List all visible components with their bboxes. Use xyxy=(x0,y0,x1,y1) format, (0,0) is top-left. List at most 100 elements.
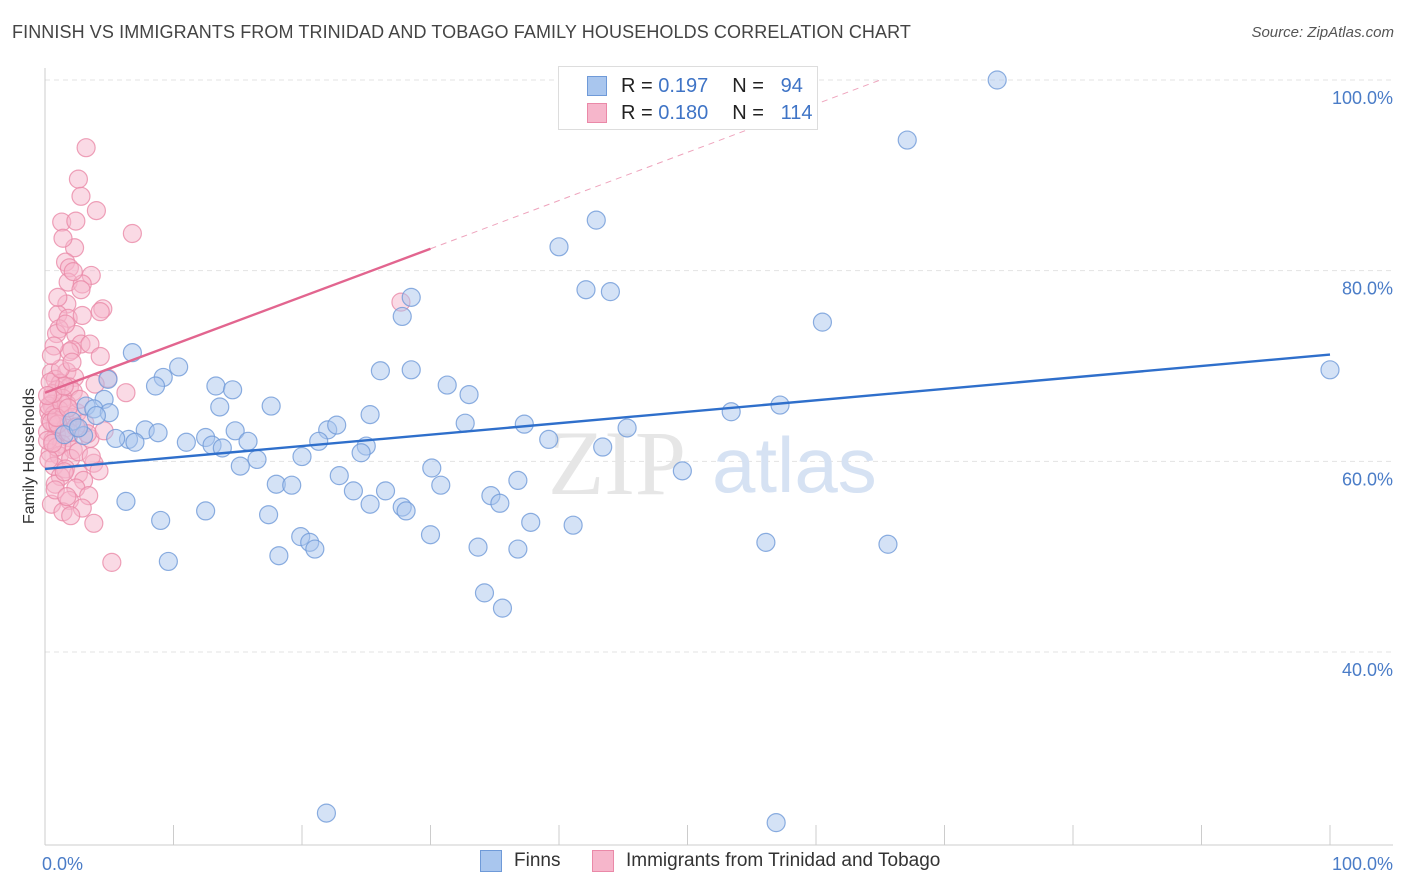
legend-r-label: R = xyxy=(621,74,653,97)
point-finns xyxy=(987,70,1007,90)
point-trinidad xyxy=(80,334,100,354)
point-finns xyxy=(292,446,312,467)
stats-legend: R = 0.197 N = 94 R = 0.180 N = 114 xyxy=(558,66,818,130)
point-finns xyxy=(600,282,621,302)
point-finns xyxy=(672,461,692,481)
point-finns xyxy=(508,470,528,490)
series-finns-points xyxy=(54,70,1340,833)
point-finns xyxy=(68,418,89,438)
watermark: ZIP atlas xyxy=(548,412,877,514)
point-finns xyxy=(327,415,347,435)
point-finns xyxy=(316,803,337,823)
y-tick-label: 60.0% xyxy=(1342,469,1393,489)
point-finns xyxy=(360,494,380,514)
legend-r-value: 0.197 xyxy=(658,74,709,97)
point-finns xyxy=(309,431,329,451)
point-finns xyxy=(401,360,421,380)
point-trinidad xyxy=(63,262,83,282)
watermark-zip: ZIP xyxy=(548,412,686,514)
point-trinidad xyxy=(39,449,59,470)
chart-title: FINNISH VS IMMIGRANTS FROM TRINIDAD AND … xyxy=(12,22,911,42)
point-finns xyxy=(474,583,495,603)
point-trinidad xyxy=(48,287,68,307)
point-finns xyxy=(116,491,136,511)
point-finns xyxy=(158,551,178,572)
point-trinidad xyxy=(122,223,142,244)
legend-item-trinidad[interactable]: Immigrants from Trinidad and Tobago xyxy=(592,850,940,872)
legend-swatch-blue xyxy=(587,76,607,96)
point-finns xyxy=(420,525,441,545)
legend-n-value: 114 xyxy=(780,101,813,124)
legend-row-finns: R = 0.197 N = 94 xyxy=(587,73,803,99)
watermark-atlas: atlas xyxy=(712,421,877,509)
point-trinidad xyxy=(41,345,62,366)
point-trinidad xyxy=(61,506,81,526)
trend-lines xyxy=(44,79,1331,471)
point-finns xyxy=(576,280,596,300)
point-finns xyxy=(878,534,898,554)
point-trinidad xyxy=(116,383,136,403)
point-finns xyxy=(282,475,302,495)
point-finns xyxy=(360,405,380,425)
point-finns xyxy=(392,306,412,327)
point-trinidad xyxy=(86,201,107,221)
point-finns xyxy=(586,210,606,230)
legend-r-label: R = xyxy=(621,101,653,124)
point-finns xyxy=(238,431,258,451)
point-finns xyxy=(261,396,281,416)
point-finns xyxy=(206,376,226,396)
point-finns xyxy=(151,510,171,531)
legend-r-value: 0.180 xyxy=(658,101,709,124)
point-finns xyxy=(148,423,168,443)
point-finns xyxy=(455,413,475,433)
point-trinidad xyxy=(68,169,89,189)
x-tick-label-max: 100.0% xyxy=(1332,854,1393,874)
source-label: Source: ZipAtlas.com xyxy=(1251,24,1394,41)
legend-item-finns[interactable]: Finns xyxy=(480,850,560,872)
point-trinidad xyxy=(81,446,101,467)
series-legend: Finns Immigrants from Trinidad and Tobag… xyxy=(0,850,1406,878)
legend-n-label: N = xyxy=(732,74,764,97)
series-trinidad-points xyxy=(37,138,411,572)
point-finns xyxy=(1320,360,1340,380)
point-trinidad xyxy=(76,138,96,158)
point-finns xyxy=(210,397,230,417)
y-tick-label: 40.0% xyxy=(1342,660,1393,680)
point-finns xyxy=(459,385,479,405)
point-finns xyxy=(756,532,776,552)
y-tick-labels: 40.0% 60.0% 80.0% 100.0% xyxy=(1332,88,1393,680)
point-finns xyxy=(617,418,637,438)
point-finns xyxy=(514,414,534,434)
point-finns xyxy=(468,537,488,557)
point-trinidad xyxy=(57,487,77,507)
point-finns xyxy=(375,481,396,501)
legend-n-label: N = xyxy=(732,101,764,124)
point-trinidad xyxy=(71,186,91,206)
point-finns xyxy=(549,237,569,257)
point-finns xyxy=(329,466,349,486)
point-trinidad xyxy=(102,552,122,572)
point-finns xyxy=(98,369,118,389)
point-finns xyxy=(196,501,216,521)
point-finns xyxy=(230,456,250,476)
legend-swatch-pink xyxy=(587,103,607,123)
point-finns xyxy=(897,130,917,150)
point-finns xyxy=(169,357,189,377)
point-finns xyxy=(508,539,528,559)
trend-line-finns xyxy=(44,353,1331,471)
point-finns xyxy=(422,458,442,478)
point-trinidad xyxy=(62,352,82,372)
point-finns xyxy=(247,449,267,470)
legend-label-trinidad: Immigrants from Trinidad and Tobago xyxy=(626,850,941,871)
point-finns xyxy=(401,287,421,307)
point-finns xyxy=(490,493,510,513)
point-trinidad xyxy=(90,346,110,367)
point-finns xyxy=(351,443,371,463)
point-trinidad xyxy=(66,211,86,231)
point-finns xyxy=(766,813,786,833)
legend-label-finns: Finns xyxy=(514,850,561,871)
point-trinidad xyxy=(55,314,76,334)
point-finns xyxy=(812,312,833,332)
y-tick-label: 100.0% xyxy=(1332,88,1393,108)
legend-row-trinidad: R = 0.180 N = 114 xyxy=(587,100,813,126)
